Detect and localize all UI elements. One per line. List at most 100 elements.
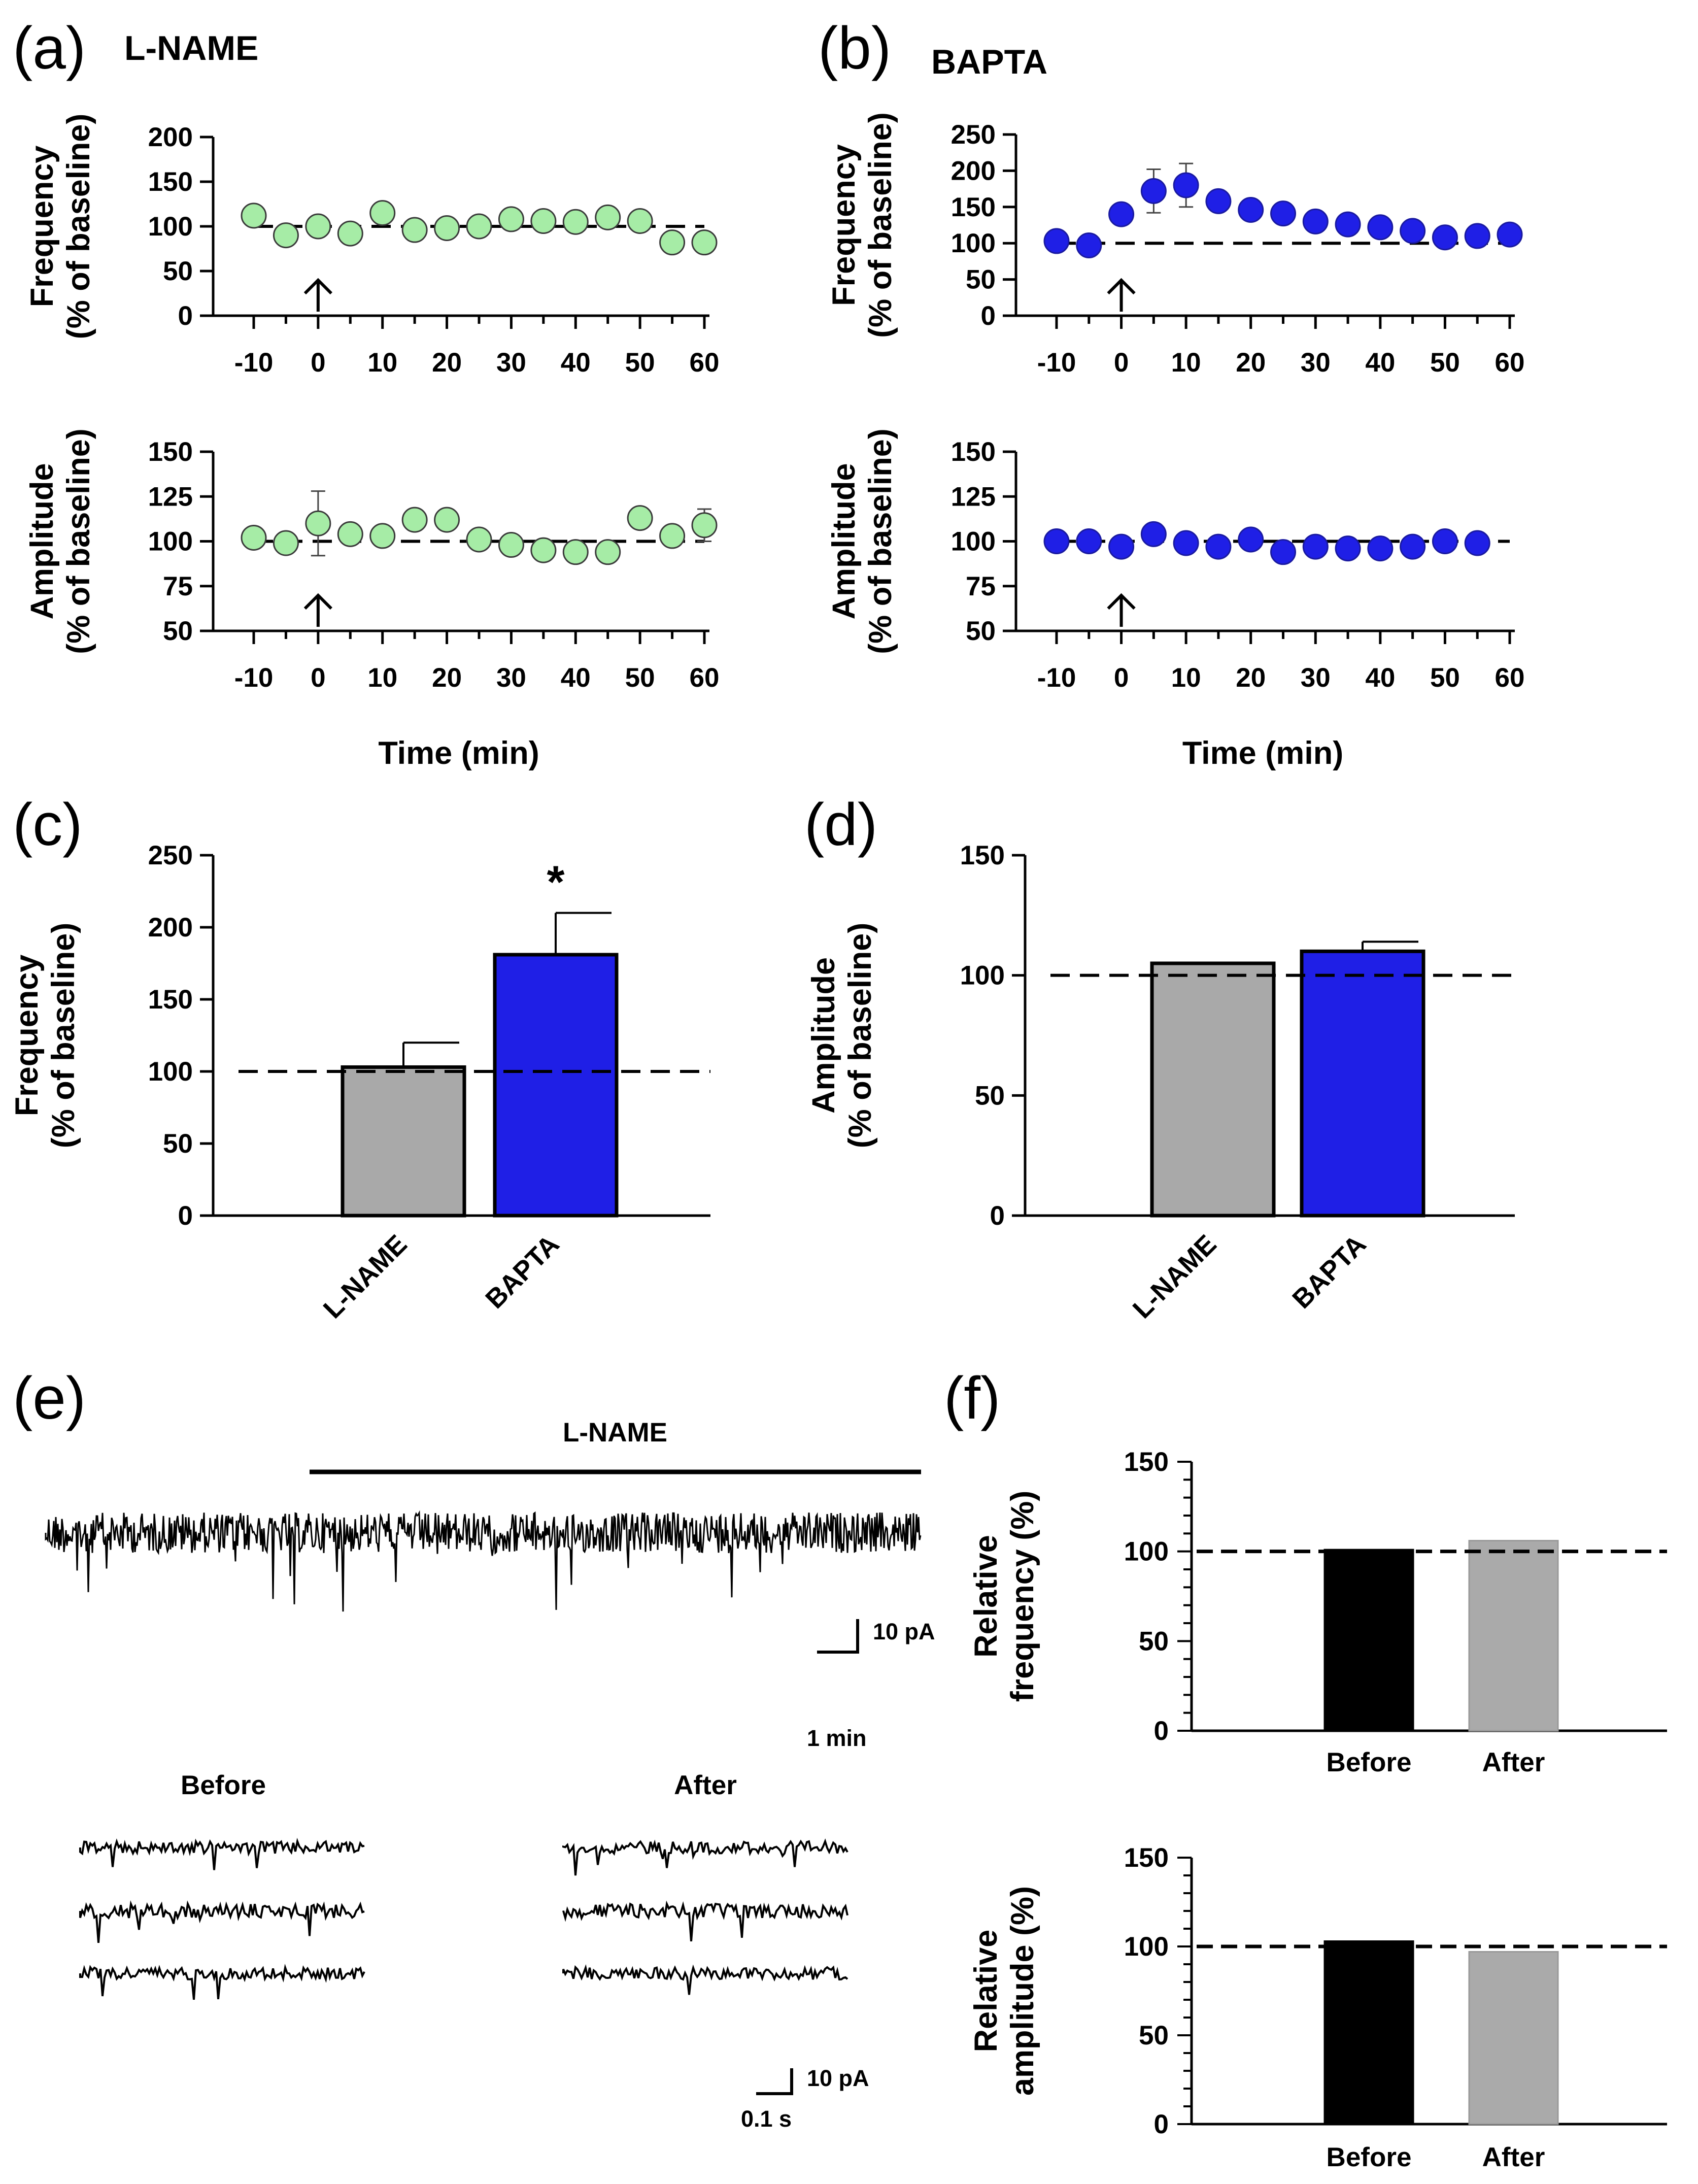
drug-onset-arrow (1107, 593, 1136, 627)
after-trace-3 (562, 1964, 848, 1995)
x-tick-label: 60 (690, 348, 720, 378)
chart-a-frequency: 0 50 100 150 200 -10 0 10 20 30 40 50 60 Frequency (% … (24, 114, 719, 378)
x-tick-label: 60 (1495, 348, 1525, 378)
y-tick-label: 100 (951, 228, 996, 258)
x-tick-label: 0 (311, 663, 325, 693)
y-tick-label: 200 (148, 913, 193, 943)
data-point (1108, 201, 1135, 227)
x-tick-label: 10 (367, 348, 397, 378)
panel-label-c: (c) (13, 791, 83, 858)
after-trace-2 (562, 1900, 848, 1941)
y-tick-label: 50 (966, 265, 996, 295)
data-point (1270, 539, 1296, 565)
chart-f-frequency: 0 50 100 150 Before After Relative frequency (%… (968, 1447, 1667, 1777)
y-axis-label-line-2: (% of baseline) (61, 428, 96, 654)
y-tick-label: 50 (163, 1129, 193, 1159)
x-tick-label: 10 (1171, 348, 1201, 378)
data-point (1108, 533, 1135, 560)
y-tick-label: 50 (163, 616, 193, 646)
data-point (1432, 528, 1458, 554)
after-trace-1 (562, 1838, 848, 1876)
x-tick-label: -10 (1037, 663, 1076, 693)
chart-d: 0 50 100 150 L-NAME BAPTA Amplitude (% of basel… (806, 841, 1515, 1324)
data-point (369, 200, 396, 226)
x-axis-label: Time (min) (1182, 735, 1343, 771)
x-tick-label: 40 (561, 663, 591, 693)
y-tick-label: 75 (163, 572, 193, 601)
data-point (627, 505, 653, 531)
scale-main-x-label: 1 min (807, 1725, 867, 1751)
x-tick-label: 0 (1114, 663, 1129, 693)
data-point (305, 510, 331, 536)
x-tick-label: 20 (1236, 348, 1266, 378)
data-point (1432, 224, 1458, 251)
panel-label-f: (f) (944, 1365, 1000, 1432)
data-point (1238, 197, 1264, 223)
y-tick-label: 150 (148, 167, 193, 197)
scale-small-y-label: 10 pA (807, 2065, 869, 2091)
before-trace-3 (79, 1964, 365, 2000)
y-tick-label: 0 (1154, 1716, 1169, 1746)
x-tick-label: 50 (625, 348, 655, 378)
data-point (1173, 530, 1199, 556)
y-tick-label: 150 (148, 437, 193, 467)
data-point (530, 208, 557, 234)
panel-label-a: (a) (13, 15, 86, 82)
x-tick-label: -10 (234, 348, 274, 378)
x-axis-label: Time (min) (378, 735, 539, 771)
y-axis-label-line-1: Amplitude (806, 957, 841, 1114)
y-tick-label: 0 (990, 1201, 1005, 1231)
data-point (401, 507, 428, 533)
drug-onset-arrow (303, 593, 332, 627)
bar (493, 953, 619, 1218)
data-point (595, 539, 621, 565)
y-tick-label: 75 (966, 572, 996, 601)
data-point (627, 208, 653, 234)
y-tick-label: 150 (1124, 1843, 1169, 1873)
data-point (1238, 526, 1264, 553)
data-point (466, 213, 492, 240)
y-tick-label: 150 (148, 985, 193, 1015)
y-axis-label-line-2: (% of baseline) (842, 923, 878, 1149)
y-tick-label: 150 (951, 437, 996, 467)
y-tick-label: 200 (951, 156, 996, 186)
x-tick-label: 40 (1365, 663, 1395, 693)
bar (1300, 949, 1425, 1218)
y-tick-label: 100 (148, 1057, 193, 1087)
scale-main-y-label: 10 pA (873, 1619, 935, 1644)
data-point (434, 215, 460, 242)
panel-label-d: (d) (804, 791, 877, 858)
chart-c: 0 50 100 150 200 250 L-NAME BAPTA * Frequency (% o… (9, 841, 710, 1324)
y-axis-label-line-2: (% of baseline) (61, 114, 96, 340)
y-axis-label-line-1: Frequency (24, 146, 60, 308)
data-point (1367, 535, 1394, 562)
chart-b-frequency: 0 50 100 150 200 250 -10 0 10 20 30 40 50 60 Frequency… (826, 112, 1524, 378)
data-point (337, 220, 363, 247)
y-tick-label: 150 (951, 192, 996, 222)
y-tick-label: 250 (148, 841, 193, 870)
data-point (369, 523, 396, 549)
data-point (595, 204, 621, 230)
category-label: BAPTA (480, 1229, 565, 1315)
category-label: L-NAME (318, 1229, 413, 1324)
data-point (273, 222, 299, 249)
y-axis-label-line-1: Relative (968, 1535, 1004, 1658)
data-point (1173, 172, 1199, 198)
x-tick-label: 30 (1301, 663, 1331, 693)
x-tick-label: 60 (1495, 663, 1525, 693)
x-tick-label: 0 (311, 348, 325, 378)
data-point (273, 530, 299, 556)
drug-label: L-NAME (563, 1418, 667, 1448)
y-tick-label: 100 (960, 961, 1005, 991)
main-trace (45, 1510, 922, 1612)
y-axis-label-line-1: Amplitude (24, 463, 60, 620)
y-tick-label: 100 (148, 212, 193, 242)
data-point (401, 217, 428, 243)
before-trace-2 (79, 1900, 365, 1943)
x-tick-label: 50 (625, 663, 655, 693)
before-trace-1 (79, 1837, 365, 1870)
data-point (466, 526, 492, 553)
data-point (1335, 211, 1361, 238)
y-axis-label-line-2: frequency (%) (1005, 1491, 1040, 1702)
